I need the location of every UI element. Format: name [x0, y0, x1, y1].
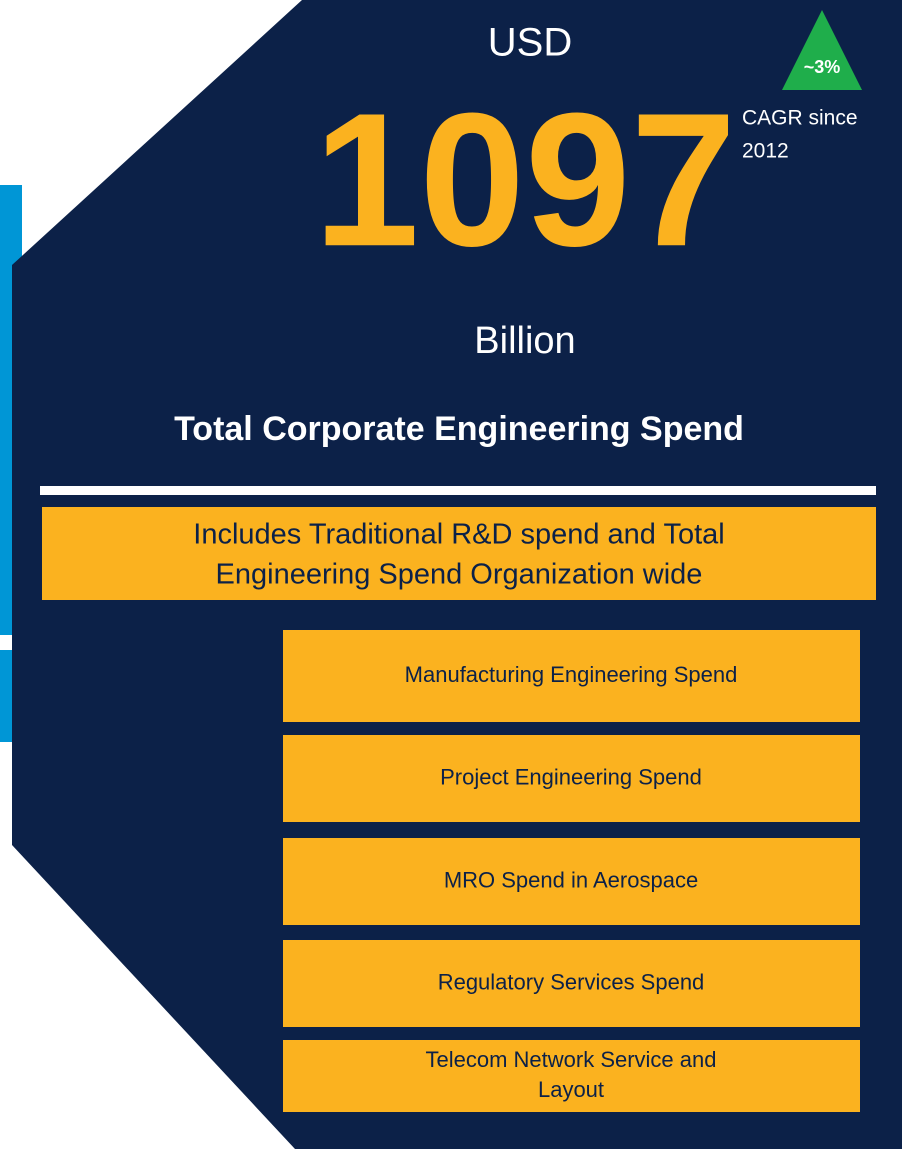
description: Engineering Spend Organization wide — [216, 559, 703, 591]
item-label: Telecom Network Service and — [425, 1047, 716, 1072]
badge-note: CAGR since — [742, 107, 858, 130]
divider — [40, 486, 876, 495]
item-label: Layout — [538, 1077, 604, 1102]
item-label: Project Engineering Spend — [440, 764, 702, 789]
currency: USD — [488, 21, 572, 65]
title: Total Corporate Engineering Spend — [174, 410, 744, 448]
item-box — [283, 630, 860, 722]
item-label: Regulatory Services Spend — [438, 969, 705, 994]
badge: ~3% — [804, 57, 841, 77]
item-box — [283, 735, 860, 822]
badge-note: 2012 — [742, 140, 789, 163]
description-box — [42, 507, 876, 600]
item-box — [283, 940, 860, 1027]
description: Includes Traditional R&D spend and Total — [193, 519, 724, 551]
badge-triangle — [782, 10, 862, 90]
unit: Billion — [474, 320, 575, 362]
item-label: MRO Spend in Aerospace — [444, 867, 698, 892]
item-label: Manufacturing Engineering Spend — [405, 662, 738, 687]
item-box — [283, 1040, 860, 1112]
item-box — [283, 838, 860, 925]
value: 1097 — [314, 74, 737, 286]
